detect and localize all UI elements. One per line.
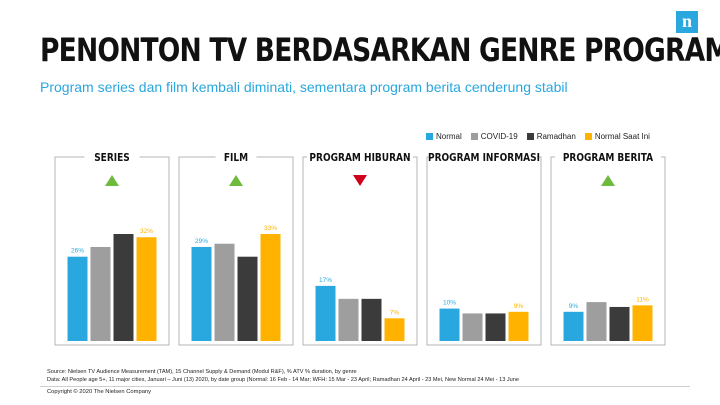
bar-normal-saat-ini [384,318,405,341]
bar-ramadhan [609,306,630,341]
legend-label: Normal [436,132,462,141]
bar-normal-saat-ini [136,237,157,341]
bar-normal [67,256,88,341]
panel-title: PROGRAM INFORMASI [428,152,540,164]
bar-ramadhan [485,313,506,341]
legend-swatch [470,133,478,140]
data-label: 33% [264,225,277,232]
data-label: 26% [71,248,84,255]
source-note: Source: Nielsen TV Audience Measurement … [47,368,519,384]
legend-swatch [426,133,433,140]
bar-normal-saat-ini [632,305,653,341]
trend-up-icon [229,175,243,186]
legend-swatch [584,133,592,140]
data-label: 29% [195,238,208,245]
panel-title: PROGRAM HIBURAN [309,152,410,164]
bar-normal-saat-ini [260,234,281,341]
bar-normal-saat-ini [508,311,529,341]
legend-item-ramadhan: Ramadhan [526,132,576,141]
legend-item-normal-saat-ini: Normal Saat Ini [584,132,650,141]
data-label: 32% [140,228,153,235]
panel-title: FILM [224,152,248,164]
page-subtitle: Program series dan film kembali diminati… [40,79,568,95]
legend-item-normal: Normal [426,132,462,141]
bar-normal [315,285,336,341]
source-line-2: Data: All People age 5+, 11 major cities… [47,377,520,383]
bar-ramadhan [113,234,134,341]
data-label: 7% [390,309,400,316]
panel-frame [54,156,170,346]
bar-ramadhan [237,256,258,341]
trend-up-icon [105,175,119,186]
trend-down-icon [353,175,367,186]
bar-normal [439,308,460,341]
legend-label: COVID-19 [480,132,518,141]
bar-normal [191,246,212,341]
panel-frame [178,156,294,346]
copyright: Copyright © 2020 The Nielsen Company [47,389,152,395]
data-label: 9% [569,303,579,310]
bar-normal [563,311,584,341]
legend-label: Normal Saat Ini [594,132,650,141]
legend-label: Ramadhan [536,132,576,141]
legend-swatch [526,133,534,140]
data-label: 10% [443,300,456,307]
data-label: 9% [514,303,524,310]
chart-legend: Normal COVID-19 Ramadhan Normal Saat Ini [426,132,650,141]
bar-covid-19 [462,313,483,341]
bar-covid-19 [586,302,607,341]
trend-up-icon [601,175,615,186]
bar-ramadhan [361,298,382,341]
source-line-1: Source: Nielsen TV Audience Measurement … [47,369,357,375]
bar-covid-19 [338,298,359,341]
panel-title: SERIES [94,152,130,164]
nielsen-logo: n [676,11,698,33]
panel-frame [302,156,418,346]
bar-covid-19 [214,243,235,341]
footer-divider [40,386,690,387]
data-label: 11% [636,296,649,303]
legend-item-covid: COVID-19 [470,132,518,141]
data-label: 17% [319,277,332,284]
panel-title: PROGRAM BERITA [563,152,654,164]
bar-covid-19 [90,246,111,341]
panel-frame [550,156,666,346]
panel-frame [426,156,542,346]
